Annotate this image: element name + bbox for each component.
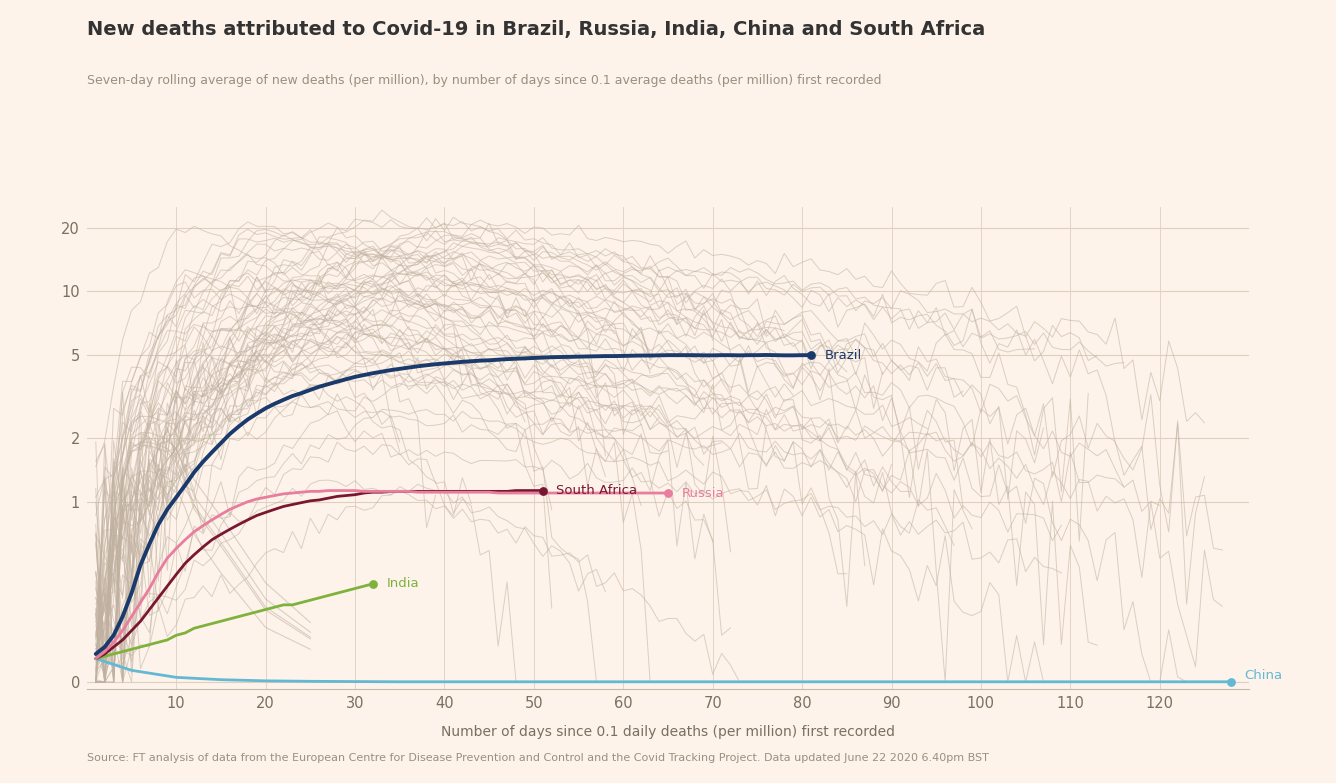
Text: China: China (1245, 669, 1283, 681)
Text: Seven-day rolling average of new deaths (per million), by number of days since 0: Seven-day rolling average of new deaths … (87, 74, 882, 88)
Text: New deaths attributed to Covid-19 in Brazil, Russia, India, China and South Afri: New deaths attributed to Covid-19 in Bra… (87, 20, 985, 38)
Text: India: India (386, 577, 420, 590)
Text: Brazil: Brazil (824, 348, 862, 362)
Text: South Africa: South Africa (556, 484, 637, 497)
Point (657, 487, 679, 500)
Text: Source: FT analysis of data from the European Centre for Disease Prevention and : Source: FT analysis of data from the Eur… (87, 753, 989, 763)
Point (362, 578, 383, 590)
X-axis label: Number of days since 0.1 daily deaths (per million) first recorded: Number of days since 0.1 daily deaths (p… (441, 725, 895, 739)
Point (800, 349, 822, 362)
Point (1221, 676, 1242, 688)
Point (532, 485, 553, 497)
Text: Russia: Russia (681, 486, 724, 500)
